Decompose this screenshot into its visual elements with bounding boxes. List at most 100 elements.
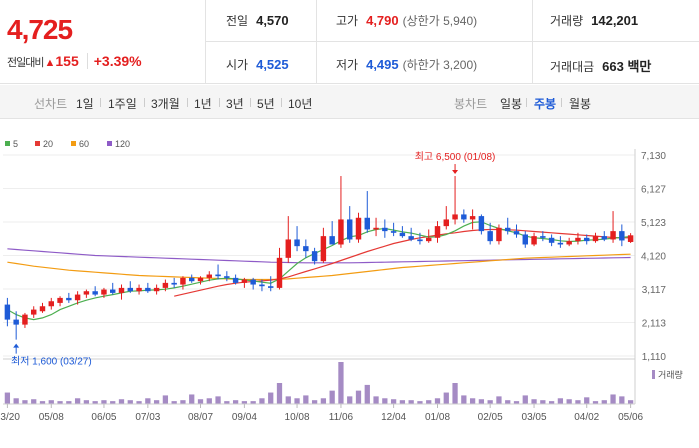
stats-col-1: 전일 4,570 시가 4,525 bbox=[226, 0, 316, 84]
moving-averages bbox=[7, 221, 631, 321]
volume-bar bbox=[627, 400, 634, 404]
volume-bar bbox=[373, 396, 379, 404]
current-price: 4,725 bbox=[7, 14, 73, 45]
candle-body bbox=[478, 216, 485, 232]
candle-body bbox=[4, 304, 11, 320]
period-1w[interactable]: 1주일 bbox=[108, 97, 137, 111]
candle-body bbox=[215, 274, 221, 277]
candle-body bbox=[469, 216, 476, 220]
volume-bar bbox=[127, 400, 133, 404]
legend-swatch bbox=[35, 141, 40, 146]
volume-bar bbox=[276, 383, 283, 404]
stat-prev-close: 전일 4,570 bbox=[226, 13, 289, 28]
period-1d[interactable]: 1일 bbox=[76, 97, 94, 111]
volume-bar bbox=[311, 400, 318, 404]
y-tick-label: 7,130 bbox=[641, 151, 666, 162]
candle-body bbox=[110, 289, 116, 293]
candle-body bbox=[548, 237, 555, 243]
legend-label: 120 bbox=[115, 139, 130, 149]
candle-body bbox=[136, 287, 142, 292]
x-tick-label: 10/08 bbox=[285, 412, 310, 423]
chart-annotations: 최고 6,500 (01/08) 최저 1,600 (03/27) bbox=[11, 151, 495, 368]
volume-bar bbox=[592, 401, 599, 404]
volume-bar bbox=[268, 392, 274, 404]
candle-body bbox=[557, 242, 564, 245]
ma120-line bbox=[7, 248, 631, 264]
volume-bar bbox=[303, 395, 309, 404]
x-tick-label: 02/05 bbox=[478, 412, 503, 423]
candle-body bbox=[39, 306, 46, 312]
volume-bar bbox=[83, 400, 90, 404]
candle-body bbox=[171, 282, 177, 285]
ma5-line bbox=[7, 221, 631, 321]
low-annotation: 최저 1,600 (03/27) bbox=[11, 356, 92, 368]
volume-bar bbox=[452, 383, 458, 404]
quote-header: 4,725 전일대비▲155 +3.39% 전일 4,570 시가 4,525 고가 4… bbox=[0, 0, 699, 84]
candle-body bbox=[619, 231, 625, 241]
candle-body bbox=[259, 284, 265, 287]
candle-body bbox=[540, 236, 546, 238]
x-tick-label: 05/06 bbox=[618, 412, 643, 423]
period-5y[interactable]: 5년 bbox=[257, 97, 275, 111]
candle-daily[interactable]: 일봉 bbox=[500, 97, 523, 111]
candle-body bbox=[268, 286, 274, 288]
y-tick-label: 1,110 bbox=[642, 352, 667, 363]
candle-body bbox=[575, 237, 581, 242]
volume-bar bbox=[355, 390, 362, 404]
candle-body bbox=[417, 239, 423, 242]
volume-bar bbox=[4, 392, 11, 404]
candle-body bbox=[329, 236, 335, 245]
candle-body bbox=[22, 314, 28, 325]
volume-legend-swatch bbox=[652, 370, 655, 379]
candle-body bbox=[487, 231, 493, 242]
candle-body bbox=[83, 291, 90, 295]
change-row: 전일대비▲155 +3.39% bbox=[7, 53, 142, 69]
price-summary: 4,725 전일대비▲155 +3.39% bbox=[0, 0, 206, 84]
candle-body bbox=[513, 231, 520, 235]
volume-bar bbox=[92, 401, 98, 404]
volume-bar bbox=[329, 390, 335, 404]
volume-bar bbox=[136, 401, 142, 404]
candle-body bbox=[224, 276, 230, 278]
candle-body bbox=[320, 236, 327, 262]
volume-bar bbox=[31, 399, 37, 404]
x-tick-label: 03/20 bbox=[0, 412, 20, 423]
candle-body bbox=[373, 227, 379, 230]
x-tick-label: 09/04 bbox=[232, 412, 257, 423]
candle-body bbox=[232, 277, 239, 283]
period-10y[interactable]: 10년 bbox=[288, 97, 313, 111]
volume-bar bbox=[382, 398, 388, 404]
volume-bar bbox=[390, 399, 397, 404]
volume-bar bbox=[338, 362, 344, 404]
volume-bar bbox=[408, 400, 414, 404]
candle-body bbox=[496, 227, 502, 242]
ma60-line bbox=[7, 253, 631, 281]
period-3m[interactable]: 3개월 bbox=[151, 97, 180, 111]
candlestick-chart: 5 20 60 120 거래량 1,110 2,113 3,117 4,120 5,123 6,… bbox=[0, 139, 683, 423]
period-1y[interactable]: 1년 bbox=[194, 97, 212, 111]
candle-body bbox=[189, 277, 195, 282]
candle-body bbox=[285, 239, 291, 258]
candle-body bbox=[382, 227, 388, 232]
period-3y[interactable]: 3년 bbox=[226, 97, 244, 111]
volume-bar bbox=[39, 401, 46, 404]
candle-body bbox=[197, 277, 204, 282]
candle-body bbox=[241, 279, 248, 283]
candle-body bbox=[74, 294, 81, 301]
high-annotation: 최고 6,500 (01/08) bbox=[415, 151, 496, 163]
volume-bar bbox=[224, 401, 230, 404]
volume-bar bbox=[153, 400, 160, 404]
x-tick-label: 12/04 bbox=[381, 412, 406, 423]
volume-bar bbox=[101, 400, 107, 404]
volume-bar bbox=[522, 395, 528, 404]
candle-body bbox=[206, 274, 212, 278]
volume-bar bbox=[294, 398, 300, 404]
candle-body bbox=[390, 231, 397, 233]
volume-bar bbox=[145, 398, 151, 404]
volume-bar bbox=[487, 400, 493, 404]
volume-bar bbox=[197, 399, 204, 404]
volume-bar bbox=[548, 401, 555, 404]
candle-weekly[interactable]: 주봉 bbox=[534, 97, 557, 111]
volume-legend-label: 거래량 bbox=[658, 369, 683, 380]
candle-monthly[interactable]: 월봉 bbox=[569, 97, 592, 111]
